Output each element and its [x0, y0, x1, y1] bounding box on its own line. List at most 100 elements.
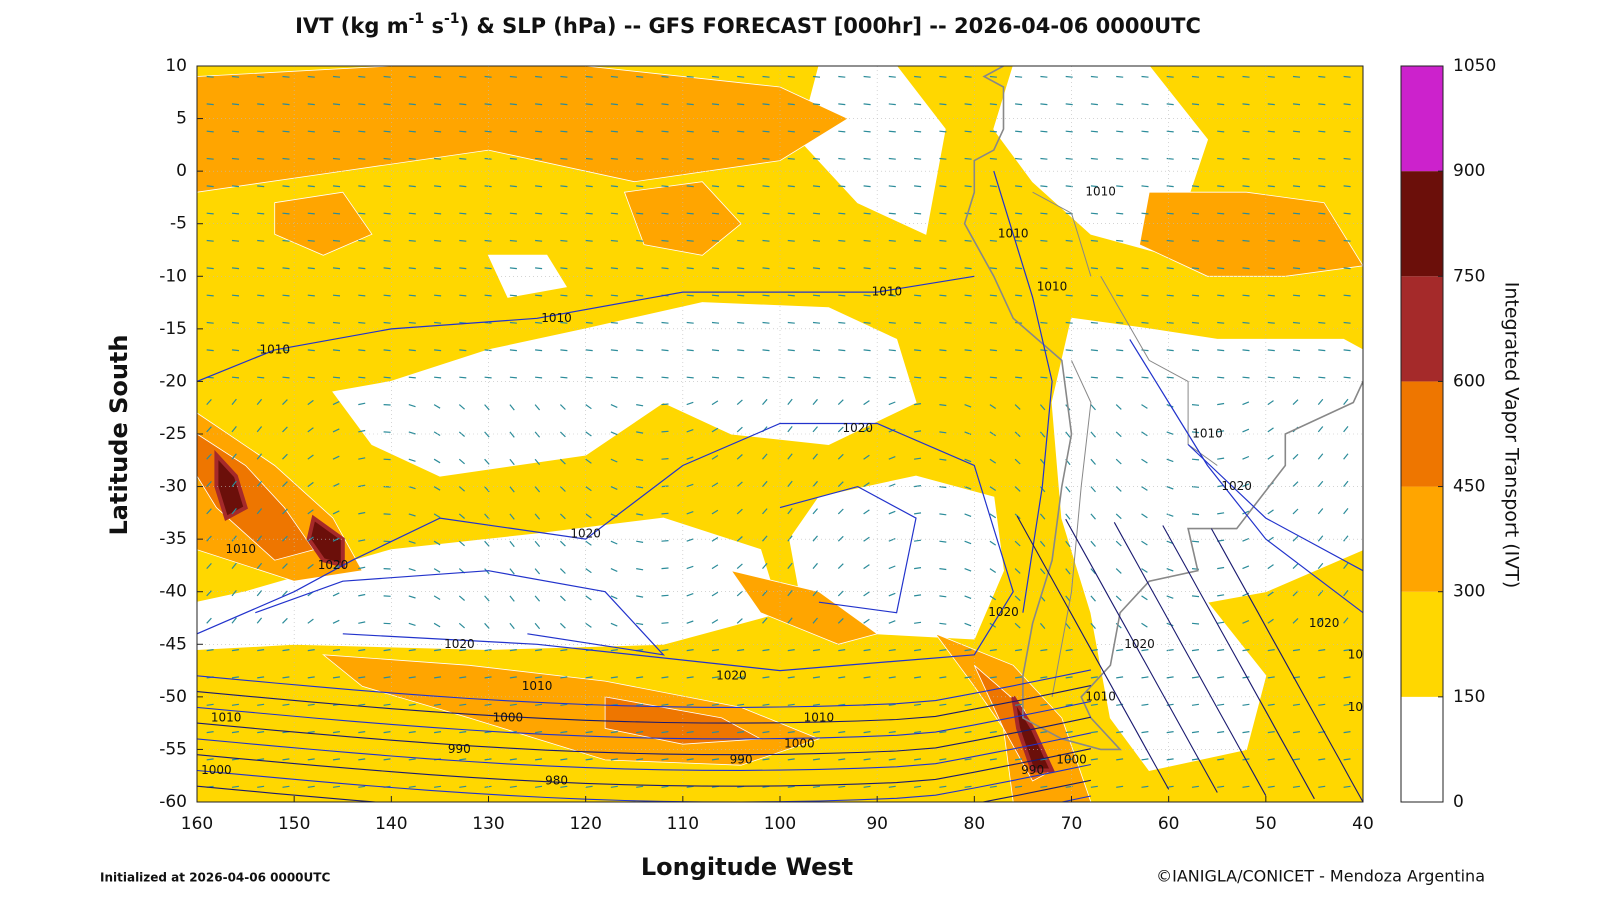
- title: IVT (kg m-1 s-1) & SLP (hPa) -- GFS FORE…: [295, 11, 1201, 38]
- peak-ivt-region: [306, 514, 345, 569]
- colorbar-segment: [1401, 171, 1443, 277]
- isobar: [255, 570, 666, 656]
- title-part: s: [424, 14, 444, 38]
- contour-label: 1010: [1085, 689, 1116, 703]
- x-tick-label: 150: [278, 814, 310, 834]
- y-tick-label: -40: [159, 582, 187, 602]
- colorbar-tick-label: 300: [1453, 582, 1485, 602]
- contour-label: 1010: [211, 710, 242, 724]
- colorbar-tick-label: 150: [1453, 687, 1485, 707]
- colorbar-tick-label: 450: [1453, 477, 1485, 497]
- isobar: [1113, 522, 1267, 796]
- x-tick-label: 110: [667, 814, 699, 834]
- contour-label: 990: [1021, 763, 1044, 777]
- y-tick-label: -60: [159, 792, 187, 812]
- isobar: [1210, 528, 1363, 802]
- peak-ivt-region: [214, 449, 248, 522]
- x-tick-label: 100: [764, 814, 796, 834]
- isobar: [197, 763, 1092, 802]
- isobar: [197, 669, 1092, 708]
- contour-label: 1010: [1192, 427, 1223, 441]
- contour-label: 1010: [1037, 279, 1068, 293]
- isobar: [197, 732, 1092, 771]
- contour-label: 990: [448, 742, 471, 756]
- contour-label: 1000: [1056, 752, 1087, 766]
- y-tick-label: 0: [176, 161, 187, 181]
- x-tick-label: 60: [1158, 814, 1180, 834]
- y-tick-label: -15: [159, 319, 187, 339]
- colorbar-segment: [1401, 486, 1443, 592]
- isobar: [197, 716, 1092, 756]
- contour-label: 1010: [804, 710, 835, 724]
- isobar: [197, 700, 1092, 740]
- x-tick-label: 120: [569, 814, 601, 834]
- x-tick-label: 50: [1255, 814, 1277, 834]
- contour-label: 1020: [842, 421, 873, 435]
- contour-label: 1010: [998, 227, 1029, 241]
- border: [1051, 360, 1092, 697]
- isobar: [1016, 515, 1170, 790]
- contour-label: 990: [730, 752, 753, 766]
- x-tick-label: 160: [181, 814, 213, 834]
- contour-label: 1000: [201, 763, 232, 777]
- title-part: ) & SLP (hPa) -- GFS FORECAST [000hr] --…: [460, 14, 1201, 38]
- colorbar-frame: [1400, 65, 1444, 803]
- title-superscript: -1: [409, 11, 425, 27]
- medium-ivt-region: [730, 570, 879, 645]
- x-tick-label: 90: [866, 814, 888, 834]
- contour-label: 1020: [716, 668, 747, 682]
- contour-label: 1000: [1348, 700, 1379, 714]
- map-area: 1010 1010 1010 1010 1020 1020 1020 1020 1010 1000…: [197, 66, 1379, 802]
- contour-label: 1010: [522, 679, 553, 693]
- x-tick-label: 40: [1352, 814, 1374, 834]
- contour-label: 1020: [988, 605, 1019, 619]
- colorbar-segment: [1401, 696, 1443, 802]
- isobar: [197, 748, 1092, 787]
- title-part: IVT (kg m: [295, 14, 409, 38]
- border: [1100, 276, 1218, 466]
- colorbar-label: Integrated Vapor Transport (IVT): [1501, 282, 1523, 588]
- low-ivt-region: [1051, 317, 1363, 772]
- border: [1032, 191, 1092, 277]
- isobar: [1129, 339, 1363, 614]
- contour-label: 1010: [1085, 185, 1116, 199]
- high-ivt-region: [604, 696, 763, 745]
- y-tick-label: 10: [165, 56, 187, 76]
- contour-label: 1020: [1124, 637, 1155, 651]
- contour-label: 1010: [872, 285, 903, 299]
- isobar: [1162, 525, 1315, 800]
- coastline: [963, 66, 1363, 751]
- isobar: [197, 422, 1014, 672]
- isobar: [197, 275, 975, 382]
- y-tick-label: -5: [170, 214, 187, 234]
- contour-label: 1010: [259, 342, 290, 356]
- title-superscript: -1: [444, 11, 460, 27]
- contour-label: 980: [545, 773, 568, 787]
- isobar: [1065, 518, 1218, 793]
- contour-label: 1010: [225, 542, 256, 556]
- isobar: [1187, 444, 1363, 572]
- wind-vectors: [206, 75, 1351, 788]
- y-tick-label: -55: [159, 739, 187, 759]
- x-tick-label: 140: [375, 814, 407, 834]
- footer-right: ©IANIGLA/CONICET - Mendoza Argentina: [1156, 867, 1485, 886]
- low-ivt-region: [487, 254, 568, 298]
- colorbar-segment: [1401, 276, 1443, 382]
- colorbar-segment: [1401, 591, 1443, 697]
- colorbar-tick-label: 750: [1453, 266, 1485, 286]
- y-tick-label: -30: [159, 477, 187, 497]
- x-tick-label: 70: [1061, 814, 1083, 834]
- contour-label: 1020: [1309, 616, 1340, 630]
- contour-label: 1010: [541, 311, 572, 325]
- colorbar-tick-label: 0: [1453, 792, 1464, 812]
- contour-label: 1000: [784, 737, 815, 751]
- y-tick-label: 5: [176, 109, 187, 129]
- contour-label: 1010: [1348, 647, 1379, 661]
- footer-left: Initialized at 2026-04-06 0000UTC: [100, 871, 330, 885]
- isobar: [993, 170, 1053, 613]
- colorbar-tick-label: 600: [1453, 371, 1485, 391]
- y-tick-label: -35: [159, 529, 187, 549]
- medium-ivt-region: [274, 191, 373, 256]
